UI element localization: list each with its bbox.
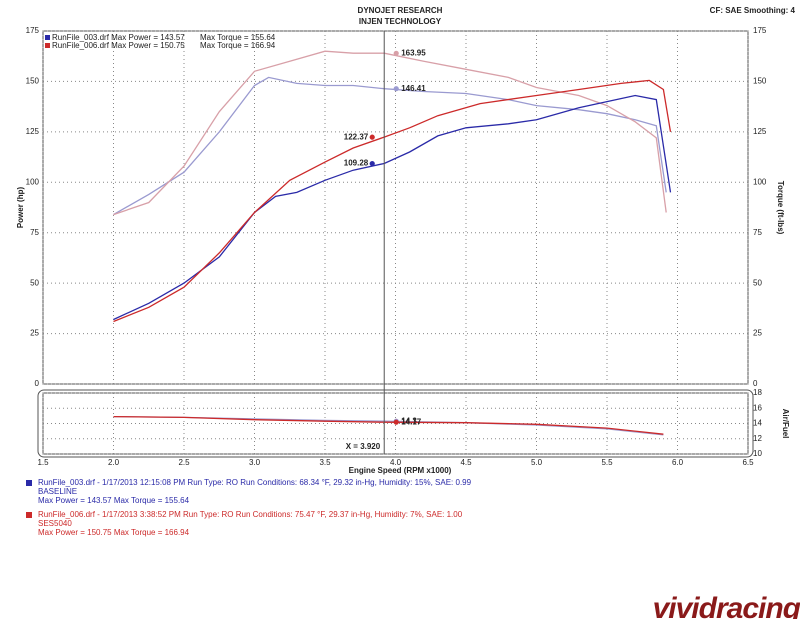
y2-tick-label: 16 — [753, 403, 762, 412]
cursor-dot — [393, 86, 399, 92]
cursor-dot — [393, 50, 399, 56]
cursor-value: 14.17 — [401, 417, 422, 426]
x-tick-label: 6.0 — [672, 458, 684, 467]
y2-tick-label: 100 — [753, 177, 767, 186]
y-tick-label: 100 — [26, 177, 40, 186]
y-tick-label: 25 — [30, 329, 39, 338]
y2-tick-label: 25 — [753, 329, 762, 338]
y-tick-label: 175 — [26, 26, 40, 35]
y-tick-label: 150 — [26, 77, 40, 86]
footer-line: RunFile_006.drf - 1/17/2013 3:38:52 PM R… — [38, 510, 463, 519]
y2-tick-label: 175 — [753, 26, 767, 35]
series-line — [113, 50, 667, 216]
y2-axis-label: Torque (ft-lbs) — [776, 181, 785, 235]
x-tick-label: 5.5 — [601, 458, 613, 467]
cursor-dot — [369, 134, 375, 140]
cursor-dot — [369, 160, 375, 167]
cursor-value: 14.3 — [401, 416, 417, 425]
logo: vividracing — [653, 592, 800, 619]
legend-swatch — [45, 35, 50, 40]
x-tick-label: 2.5 — [178, 458, 190, 467]
legend-name: RunFile_003.drf Max Power = 143.57 — [52, 33, 185, 42]
y2-tick-label: 12 — [753, 434, 762, 443]
footer-line: Max Power = 150.75 Max Torque = 166.94 — [38, 528, 190, 537]
footer-line: Max Power = 143.57 Max Torque = 155.64 — [38, 496, 190, 505]
x-tick-label: 1.5 — [37, 458, 49, 467]
afr-box — [37, 389, 754, 458]
y2-tick-label: 18 — [753, 388, 762, 397]
x-tick-label: 3.0 — [249, 458, 261, 467]
y-tick-label: 50 — [30, 278, 39, 287]
x-tick-label: 3.5 — [319, 458, 331, 467]
legend-swatch — [45, 43, 50, 48]
cursor-value: 146.41 — [401, 84, 426, 93]
x-axis-label: Engine Speed (RPM x1000) — [349, 466, 452, 475]
footer-swatch — [26, 480, 32, 486]
title: DYNOJET RESEARCH — [358, 6, 443, 15]
series-line — [113, 94, 672, 321]
legend-torque: Max Torque = 166.94 — [200, 41, 276, 50]
x-tick-label: 6.5 — [742, 458, 754, 467]
x-tick-label: 4.0 — [390, 458, 402, 467]
y2-tick-label: 10 — [753, 449, 762, 458]
corner-info: CF: SAE Smoothing: 4 — [710, 6, 796, 15]
y2-tick-label: 14 — [753, 419, 762, 428]
legend-name: RunFile_006.drf Max Power = 150.75 — [52, 41, 185, 50]
legend-torque: Max Torque = 155.64 — [200, 33, 276, 42]
y2-tick-label: 125 — [753, 127, 767, 136]
cursor-label: X = 3.920 — [346, 442, 381, 451]
cursor-value: 122.37 — [344, 132, 369, 141]
footer-swatch — [26, 512, 32, 518]
cursor-dot — [393, 419, 399, 425]
footer-line: SES5040 — [38, 519, 72, 528]
series-line — [113, 79, 672, 323]
footer-line: RunFile_003.drf - 1/17/2013 12:15:08 PM … — [38, 478, 472, 487]
x-tick-label: 5.0 — [531, 458, 543, 467]
y2-axis-label: Air/Fuel — [781, 409, 790, 439]
cursor-value: 163.95 — [401, 48, 426, 57]
y-axis-label: Power (hp) — [16, 187, 25, 229]
y2-tick-label: 50 — [753, 278, 762, 287]
y2-tick-label: 0 — [753, 379, 758, 388]
y2-tick-label: 75 — [753, 228, 762, 237]
x-tick-label: 4.5 — [460, 458, 472, 467]
y2-tick-label: 150 — [753, 77, 767, 86]
cursor-value: 109.28 — [344, 159, 369, 168]
x-tick-label: 2.0 — [108, 458, 120, 467]
footer-line: BASELINE — [38, 487, 77, 496]
y-tick-label: 0 — [35, 379, 40, 388]
y-tick-label: 75 — [30, 228, 39, 237]
subtitle: INJEN TECHNOLOGY — [359, 17, 442, 26]
y-tick-label: 125 — [26, 127, 40, 136]
